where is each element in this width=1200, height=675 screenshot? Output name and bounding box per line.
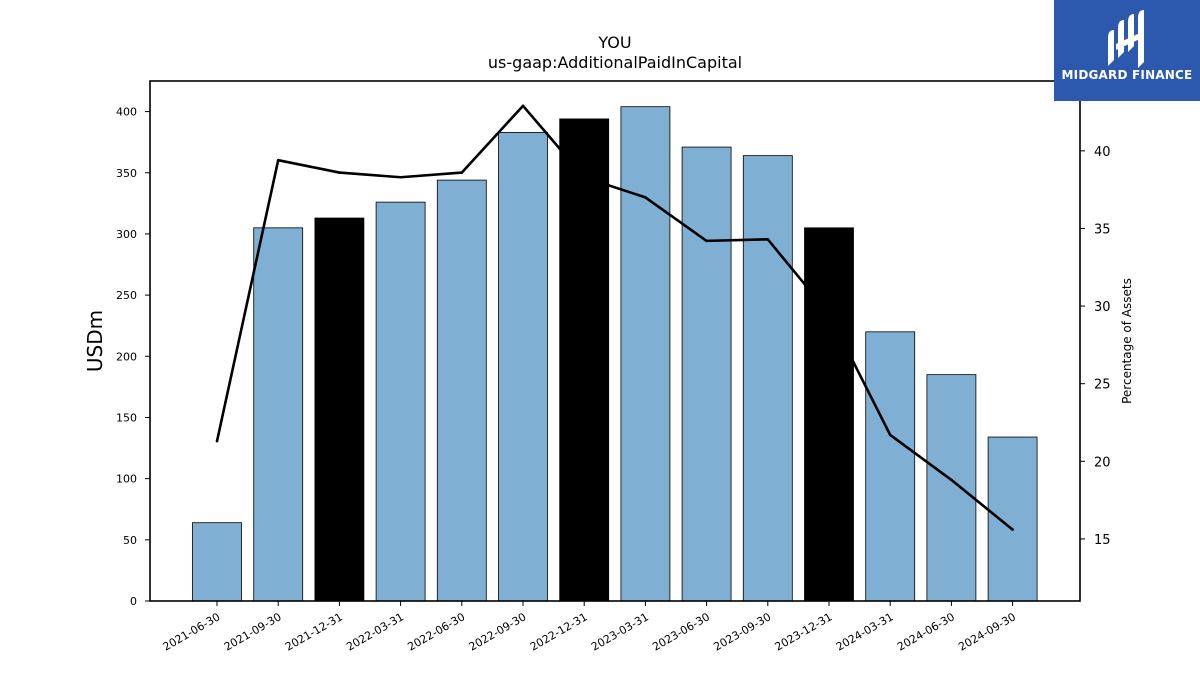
y2-tick-label-40: 40 — [1094, 145, 1111, 160]
line-point-2024-03-31 — [888, 433, 892, 437]
line-point-2024-09-30 — [1011, 528, 1014, 531]
x-tick-label-2024-03-31: 2024-03-31 — [834, 610, 896, 653]
line-point-2024-06-30 — [950, 478, 953, 482]
bar-2023-06-30 — [681, 146, 732, 602]
bar-2021-12-31 — [314, 217, 365, 602]
y-tick-label-350: 350 — [116, 167, 137, 180]
x-tick-label-2022-12-31: 2022-12-31 — [528, 610, 590, 653]
x-tick-label-2023-12-31: 2023-12-31 — [773, 610, 835, 653]
y-tick-label-300: 300 — [116, 228, 137, 241]
x-tick-label-2024-06-30: 2024-06-30 — [895, 610, 957, 653]
bar-2022-12-31 — [559, 118, 610, 602]
y2-tick-label-25: 25 — [1094, 378, 1111, 393]
x-tick-label-2021-09-30: 2021-09-30 — [222, 610, 284, 653]
line-point-2023-06-30 — [705, 239, 708, 243]
y-axis-right: 15 20 25 30 35 40 — [1080, 145, 1111, 548]
x-tick-label-2021-06-30: 2021-06-30 — [161, 610, 223, 653]
chart-title: YOU — [598, 33, 632, 52]
y-tick-label-150: 150 — [116, 411, 137, 424]
bar-2024-06-30 — [926, 374, 977, 602]
x-tick-label-2023-03-31: 2023-03-31 — [589, 610, 651, 653]
percentage-line — [215, 104, 1014, 531]
y-tick-label-50: 50 — [123, 534, 137, 547]
y2-axis-label: Percentage of Assets — [1120, 278, 1134, 404]
y-tick-label-200: 200 — [116, 350, 137, 363]
line-point-2022-09-30 — [521, 104, 525, 108]
y2-tick-label-30: 30 — [1094, 300, 1111, 315]
percentage-line-group — [215, 104, 1014, 531]
chart-subtitle: us-gaap:AdditionalPaidInCapital — [487, 53, 743, 72]
line-point-2022-12-31 — [582, 175, 586, 179]
plot-frame — [149, 80, 1081, 602]
line-point-2021-06-30 — [215, 439, 219, 443]
x-tick-label-2022-09-30: 2022-09-30 — [467, 610, 529, 653]
line-point-2022-06-30 — [460, 171, 464, 174]
y-axis-label: USDm — [83, 310, 107, 372]
line-point-2021-12-31 — [338, 171, 341, 174]
y-tick-label-100: 100 — [116, 473, 137, 486]
y2-tick-label-20: 20 — [1094, 455, 1111, 470]
x-tick-label-2023-09-30: 2023-09-30 — [711, 610, 773, 653]
bar-2024-09-30 — [987, 436, 1038, 602]
x-tick-label-2021-12-31: 2021-12-31 — [283, 610, 345, 653]
x-tick-label-2024-09-30: 2024-09-30 — [956, 610, 1018, 653]
line-point-2022-03-31 — [399, 175, 402, 179]
bar-group — [192, 106, 1038, 602]
bar-2021-09-30 — [253, 227, 304, 602]
line-point-2023-12-31 — [827, 312, 831, 316]
x-tick-label-2022-03-31: 2022-03-31 — [344, 610, 406, 653]
line-point-2023-03-31 — [644, 196, 647, 199]
bar-2022-09-30 — [498, 131, 548, 602]
bar-2024-03-31 — [865, 331, 916, 602]
y-axis-left: 0 50 100 150 200 250 300 350 400 — [116, 106, 150, 608]
bar-2023-09-30 — [742, 155, 793, 602]
y-tick-label-250: 250 — [116, 289, 137, 302]
y-tick-label-0: 0 — [130, 595, 137, 608]
y-tick-label-400: 400 — [116, 106, 137, 119]
bar-2023-12-31 — [804, 227, 854, 602]
y2-tick-label-15: 15 — [1094, 533, 1111, 548]
bar-2022-06-30 — [436, 179, 487, 602]
x-tick-label-2022-06-30: 2022-06-30 — [405, 610, 467, 653]
x-axis: 2021-06-30 2021-09-30 2021-12-31 2022-03-31… — [161, 601, 1018, 654]
logo-text: MIDGARD FINANCE — [1061, 68, 1193, 82]
midgard-logo-icon — [1108, 10, 1144, 68]
y2-tick-label-35: 35 — [1094, 222, 1111, 237]
bar-2022-03-31 — [375, 201, 426, 602]
x-tick-label-2023-06-30: 2023-06-30 — [650, 610, 712, 653]
bar-2023-03-31 — [620, 106, 671, 602]
bar-2021-06-30 — [192, 522, 242, 602]
line-point-2021-09-30 — [276, 158, 280, 162]
brand-logo: MIDGARD FINANCE — [1054, 0, 1200, 101]
line-point-2023-09-30 — [766, 238, 770, 241]
